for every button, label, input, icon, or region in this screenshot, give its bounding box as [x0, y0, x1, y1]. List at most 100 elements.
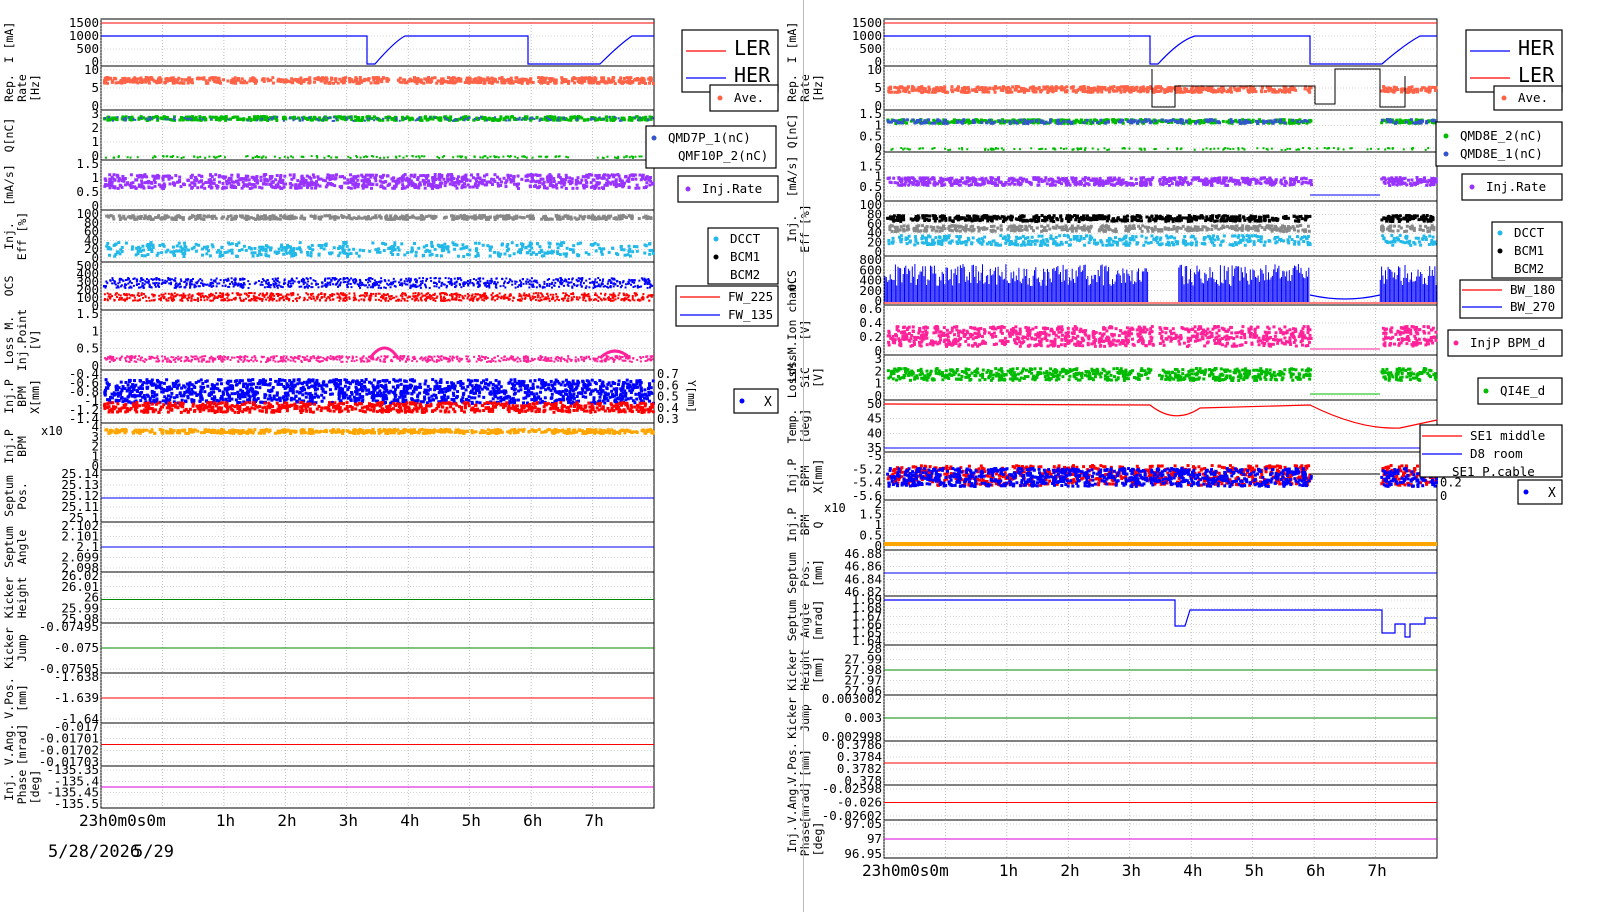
injrate-point — [253, 183, 256, 186]
ocs-fw135-point — [140, 277, 142, 279]
charge-point-2 — [452, 120, 454, 122]
eff-dcct-point — [311, 248, 314, 251]
charge-point-2 — [261, 118, 263, 120]
eff-dcct-point — [506, 245, 509, 248]
injrate-point — [116, 175, 119, 178]
charge-point-1 — [648, 115, 651, 118]
injrate-point — [179, 185, 182, 188]
eff-bcm-point — [248, 217, 251, 220]
injrate-point — [472, 185, 475, 188]
ocs-fw135-point — [390, 286, 392, 288]
injrate-point — [104, 179, 107, 182]
reprate-point — [514, 80, 517, 83]
ocs-fw135-point — [284, 282, 286, 284]
ocs-fw135-point — [621, 285, 623, 287]
ocs-fw135-point — [142, 279, 144, 281]
eff-dcct-point — [435, 254, 438, 257]
ocs-fw135-point — [205, 284, 207, 286]
charge-point-2 — [519, 117, 521, 119]
eff-bcm-point — [135, 218, 138, 221]
injrate-point — [576, 187, 579, 190]
eff-dcct-point — [282, 246, 285, 249]
ocs-fw135-point — [648, 283, 650, 285]
ocs-fw135-point — [424, 284, 426, 286]
eff-bcm-point — [467, 216, 470, 219]
eff-bcm-point — [433, 215, 436, 218]
injrate-point — [151, 175, 154, 178]
injrate-point — [384, 180, 387, 183]
eff-dcct-point — [482, 244, 485, 247]
ocs-fw135-point — [380, 277, 382, 279]
injrate-point — [564, 178, 567, 181]
panel-current: 150010005000I [mA] — [2, 15, 654, 69]
injrate-point — [645, 185, 648, 188]
ocs-fw135-point — [365, 279, 367, 281]
eff-bcm-point — [149, 215, 152, 218]
ocs-fw135-point — [138, 283, 140, 285]
eff-bcm-point — [342, 215, 345, 218]
eff-dcct-point — [342, 241, 345, 244]
ocs-fw225-point — [600, 293, 602, 295]
reprate-point — [577, 80, 580, 83]
injrate-point — [493, 173, 496, 176]
ocs-fw135-point — [422, 277, 424, 279]
reprate-point — [272, 82, 275, 85]
eff-dcct-point — [569, 248, 572, 251]
eff-dcct-point — [447, 250, 450, 253]
ocs-fw135-point — [284, 278, 286, 280]
ocs-fw135-point — [597, 277, 599, 279]
ocs-fw135-point — [157, 284, 159, 286]
charge-zero-point — [465, 157, 467, 159]
ocs-fw135-point — [216, 285, 218, 287]
reprate-point — [254, 82, 257, 85]
ocs-fw135-point — [398, 281, 400, 283]
injrate-point — [370, 183, 373, 186]
ocs-fw135-point — [525, 283, 527, 285]
eff-dcct-point — [219, 251, 222, 254]
injrate-point — [135, 187, 138, 190]
injrate-point — [641, 177, 644, 180]
eff-bcm-point — [263, 217, 266, 220]
eff-dcct-point — [172, 246, 175, 249]
ocs-fw135-point — [304, 282, 306, 284]
injrate-point — [474, 182, 477, 185]
charge-point-2 — [210, 118, 212, 120]
eff-dcct-point — [205, 252, 208, 255]
injrate-point — [627, 180, 630, 183]
eff-bcm-point — [603, 217, 606, 220]
charge-zero-point — [457, 155, 459, 157]
eff-dcct-point — [306, 251, 309, 254]
injrate-point — [546, 178, 549, 181]
ocs-fw135-point — [116, 287, 118, 289]
reprate-point — [189, 80, 192, 83]
reprate-point — [585, 77, 588, 80]
reprate-point — [488, 78, 491, 81]
charge-point-2 — [533, 118, 535, 120]
reprate-point — [281, 78, 284, 81]
charge-point-2 — [603, 118, 605, 120]
eff-dcct-point — [169, 251, 172, 254]
reprate-point — [237, 77, 240, 80]
reprate-point — [355, 82, 358, 85]
ocs-fw135-point — [332, 283, 334, 285]
ocs-fw135-point — [243, 282, 245, 284]
eff-dcct-point — [184, 249, 187, 252]
charge-point-2 — [256, 119, 258, 121]
reprate-point — [129, 80, 132, 83]
ocs-fw135-point — [529, 279, 531, 281]
charge-point-1 — [293, 116, 296, 119]
eff-bcm-point — [207, 215, 210, 218]
eff-dcct-point — [511, 241, 514, 244]
ocs-fw135-point — [567, 281, 569, 283]
charge-point-2 — [456, 119, 458, 121]
ocs-fw225-point — [562, 300, 564, 302]
charge-point-2 — [539, 119, 541, 121]
ocs-fw135-point — [420, 287, 422, 289]
injrate-point — [593, 187, 596, 190]
ocs-fw135-point — [190, 279, 192, 281]
eff-dcct-point — [434, 248, 437, 251]
injrate-point — [188, 184, 191, 187]
charge-zero-point — [176, 156, 178, 158]
eff-dcct-point — [489, 249, 492, 252]
eff-bcm-point — [512, 218, 515, 221]
